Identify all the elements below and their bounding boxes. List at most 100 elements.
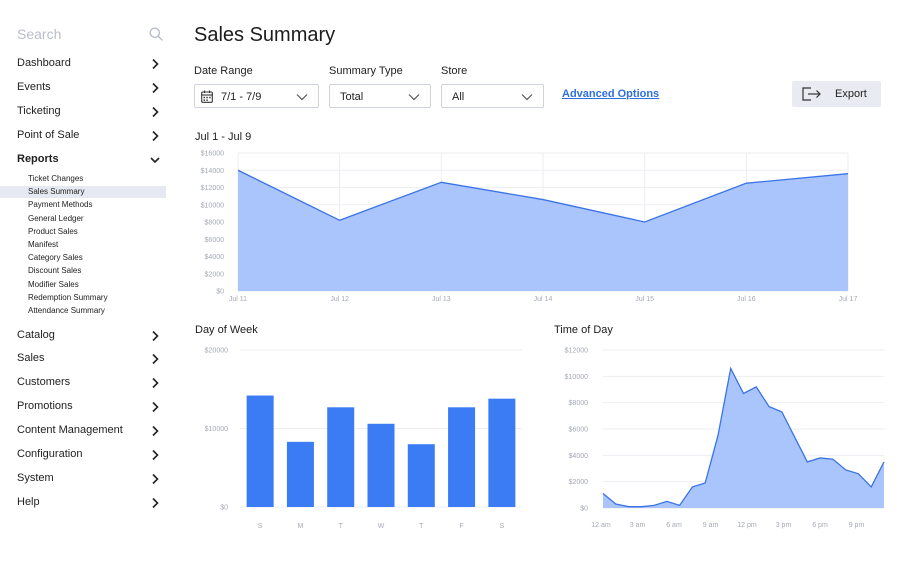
x-tick-label: S (500, 523, 505, 530)
sidebar-item-reports[interactable]: Reports (17, 152, 163, 170)
search-box[interactable]: Search (17, 26, 163, 44)
y-tick-label: $2000 (205, 271, 225, 278)
day-of-week-title: Day of Week (195, 324, 258, 336)
time-of-day-title: Time of Day (554, 324, 613, 336)
sidebar: Search Dashboard Events Ticketing Point of … (0, 0, 172, 562)
y-tick-label: $16000 (201, 151, 224, 158)
sidebar-item-label: Ticketing (17, 105, 61, 117)
summary-type-select[interactable]: Total (329, 84, 431, 108)
sidebar-item-configuration[interactable]: Configuration (17, 447, 163, 465)
report-link-payment-methods[interactable]: Payment Methods (0, 199, 166, 211)
sidebar-item-label: Sales (17, 352, 45, 364)
y-tick-label: $20000 (205, 348, 228, 355)
report-link-manifest[interactable]: Manifest (0, 239, 166, 251)
series-line (602, 366, 885, 508)
sidebar-item-label: Dashboard (17, 57, 71, 69)
bar-5 (448, 407, 476, 507)
chevron-right-icon (152, 377, 159, 389)
store-label: Store (441, 65, 468, 77)
y-tick-label: $12000 (565, 348, 588, 355)
calendar-icon (201, 90, 213, 103)
x-tick-label: 6 pm (812, 522, 828, 529)
report-link-label: Manifest (28, 240, 59, 249)
export-button[interactable]: Export (792, 81, 881, 107)
sidebar-item-label: System (17, 472, 54, 484)
sidebar-item-catalog[interactable]: Catalog (17, 328, 163, 346)
x-tick-label: 12 pm (737, 522, 757, 529)
summary-type-label: Summary Type (329, 65, 403, 77)
search-icon[interactable] (149, 27, 163, 41)
date-range-label: Date Range (194, 65, 253, 77)
report-link-sales-summary[interactable]: Sales Summary (0, 186, 166, 199)
report-link-product-sales[interactable]: Product Sales (0, 226, 166, 238)
x-tick-label: Jul 12 (330, 296, 349, 303)
report-link-discount-sales[interactable]: Discount Sales (0, 265, 166, 277)
bar-2 (327, 407, 355, 507)
x-tick-label: Jul 11 (229, 296, 247, 303)
sidebar-item-content-management[interactable]: Content Management (17, 423, 163, 441)
store-select[interactable]: All (441, 84, 544, 108)
sidebar-item-label: Catalog (17, 329, 55, 341)
x-tick-label: 3 pm (776, 522, 792, 529)
y-tick-label: $4000 (205, 254, 225, 261)
y-tick-label: $8000 (205, 220, 225, 227)
x-tick-label: T (339, 523, 344, 530)
sidebar-item-sales[interactable]: Sales (17, 351, 163, 369)
y-tick-label: $8000 (569, 400, 589, 407)
sidebar-item-label: Events (17, 81, 51, 93)
chevron-right-icon (152, 449, 159, 461)
report-link-label: Modifier Sales (28, 279, 79, 289)
report-link-label: Attendance Summary (28, 306, 105, 315)
store-value: All (452, 91, 465, 103)
y-tick-label: $14000 (201, 168, 224, 175)
page-title: Sales Summary (194, 24, 336, 46)
y-tick-label: $10000 (205, 426, 228, 433)
area-fill (603, 368, 884, 508)
date-range-select[interactable]: 7/1 - 7/9 (194, 84, 319, 108)
report-link-ticket-changes[interactable]: Ticket Changes (0, 173, 166, 185)
search-input[interactable]: Search (17, 26, 62, 42)
sidebar-item-point-of-sale[interactable]: Point of Sale (17, 128, 163, 146)
sidebar-item-dashboard[interactable]: Dashboard (17, 56, 163, 74)
report-link-label: Redemption Summary (28, 292, 108, 302)
x-tick-label: 12 am (591, 522, 611, 529)
chevron-right-icon (152, 58, 159, 70)
sidebar-item-ticketing[interactable]: Ticketing (17, 104, 163, 122)
chevron-right-icon (152, 425, 159, 437)
report-link-label: Product Sales (28, 226, 78, 236)
chevron-right-icon (152, 82, 159, 94)
sidebar-item-promotions[interactable]: Promotions (17, 399, 163, 417)
x-tick-label: S (258, 523, 263, 530)
chevron-right-icon (152, 497, 159, 509)
report-link-attendance-summary[interactable]: Attendance Summary (0, 305, 166, 317)
area-fill (238, 170, 848, 291)
sales-chart-title: Jul 1 - Jul 9 (195, 131, 252, 143)
report-link-label: Payment Methods (28, 200, 93, 210)
report-link-modifier-sales[interactable]: Modifier Sales (0, 279, 166, 291)
chevron-right-icon (152, 106, 159, 118)
summary-type-value: Total (340, 91, 364, 103)
sidebar-item-system[interactable]: System (17, 471, 163, 489)
report-link-general-ledger[interactable]: General Ledger (0, 213, 166, 225)
x-tick-label: Jul 14 (534, 296, 553, 303)
x-tick-label: F (459, 523, 463, 530)
advanced-options-link[interactable]: Advanced Options (562, 88, 660, 100)
y-tick-label: $10000 (565, 374, 588, 381)
x-tick-label: Jul 16 (737, 296, 756, 303)
sidebar-item-help[interactable]: Help (17, 495, 163, 513)
chevron-down-icon (150, 157, 160, 164)
x-tick-label: Jul 15 (635, 296, 654, 303)
y-tick-label: $2000 (569, 479, 589, 486)
bar-3 (367, 423, 395, 507)
report-link-category-sales[interactable]: Category Sales (0, 252, 166, 264)
report-link-redemption-summary[interactable]: Redemption Summary (0, 292, 166, 304)
date-range-value: 7/1 - 7/9 (221, 91, 262, 103)
chevron-right-icon (152, 330, 159, 342)
x-tick-label: Jul 17 (839, 296, 858, 303)
chevron-down-icon (521, 94, 533, 101)
sidebar-item-events[interactable]: Events (17, 80, 163, 98)
sidebar-item-customers[interactable]: Customers (17, 375, 163, 393)
